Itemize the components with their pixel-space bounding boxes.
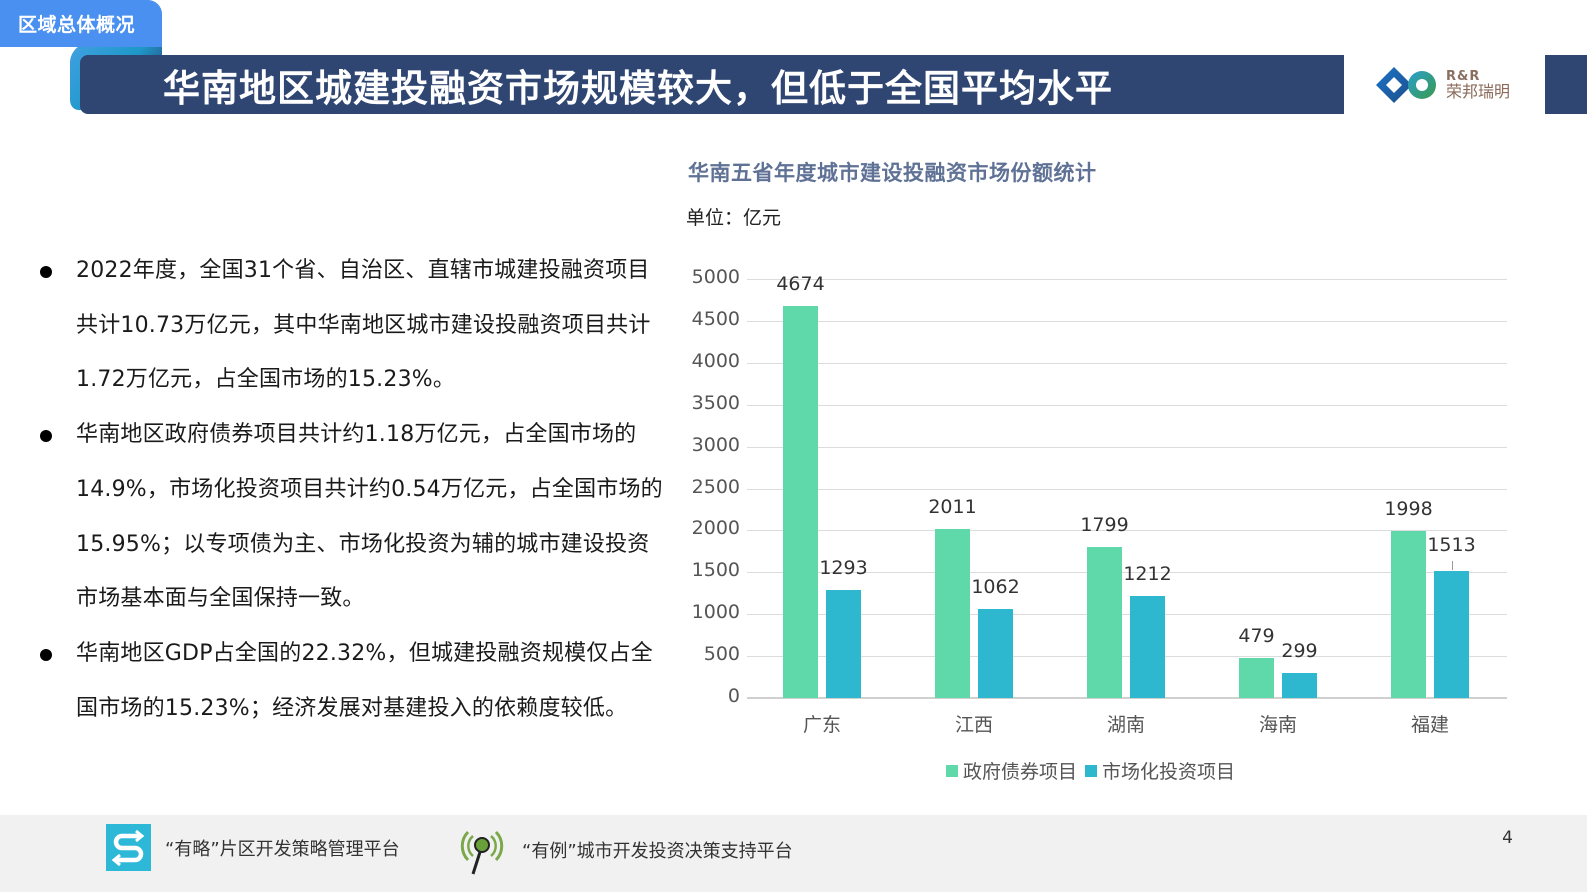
data-label: 299	[1281, 639, 1318, 662]
bullet-text: 华南地区政府债券项目共计约1.18万亿元，占全国市场的14.9%，市场化投资项目…	[76, 422, 663, 612]
x-category-label: 湖南	[1106, 714, 1145, 736]
bullet-item: 2022年度，全国31个省、自治区、直辖市城建投融资项目共计10.73万亿元，其…	[40, 244, 670, 408]
bar-market-invest	[1282, 672, 1317, 698]
data-label: 479	[1238, 624, 1275, 647]
data-label: 2011	[928, 496, 977, 519]
x-category-label: 福建	[1410, 714, 1449, 736]
x-axis-line	[747, 697, 1507, 699]
title-accent-decoration	[1545, 55, 1587, 114]
y-tick-label: 4500	[691, 307, 740, 330]
logo-en-text: R&R	[1446, 69, 1481, 84]
chart-legend: 政府债券项目 市场化投资项目	[946, 757, 1243, 784]
logo-mark-icon	[1376, 67, 1436, 103]
company-logo: R&R 荣邦瑞明	[1374, 62, 1524, 108]
page-number: 4	[1502, 828, 1513, 848]
data-label: 1212	[1123, 563, 1172, 586]
bar-gov-bond	[783, 306, 818, 698]
footer-platform-2[interactable]: “有例”城市开发投资决策支持平台	[460, 824, 793, 876]
data-label: 1293	[819, 556, 868, 579]
page-title: 华南地区城建投融资市场规模较大，但低于全国平均水平	[80, 55, 1344, 114]
legend-item-series-1: 政府债券项目	[946, 757, 1077, 784]
footer-platform-2-label: “有例”城市开发投资决策支持平台	[522, 841, 793, 862]
data-label: 4674	[776, 273, 825, 296]
bar-gov-bond	[935, 529, 970, 698]
bullet-text: 2022年度，全国31个省、自治区、直辖市城建投融资项目共计10.73万亿元，其…	[76, 258, 651, 393]
bullet-item: 华南地区GDP占全国的22.32%，但城建投融资规模仅占全国市场的15.23%；…	[40, 627, 670, 736]
legend-swatch-icon	[946, 764, 958, 777]
gridline	[747, 279, 1507, 280]
chart-unit-label: 单位：亿元	[686, 207, 782, 229]
bullet-dot-icon	[40, 266, 52, 278]
legend-item-series-2: 市场化投资项目	[1085, 757, 1235, 784]
y-tick-label: 1500	[691, 559, 740, 582]
y-tick-label: 2000	[691, 517, 740, 540]
bar-market-invest	[978, 609, 1013, 698]
label-leader-line	[1451, 561, 1453, 571]
bar-gov-bond	[1391, 530, 1426, 698]
gridline	[747, 488, 1507, 490]
gridline	[747, 320, 1507, 322]
legend-label: 市场化投资项目	[1102, 761, 1236, 783]
gridline	[747, 572, 1507, 574]
x-category-label: 海南	[1258, 714, 1297, 736]
bullet-text: 华南地区GDP占全国的22.32%，但城建投融资规模仅占全国市场的15.23%；…	[76, 640, 653, 721]
y-tick-label: 0	[727, 685, 740, 707]
y-tick-label: 3500	[691, 391, 740, 414]
y-tick-label: 4000	[691, 349, 740, 372]
bar-chart: 政府债券项目 市场化投资项目 0 500 1000 1500 2000 2500 3000 3…	[680, 260, 1520, 800]
y-tick-label: 5000	[691, 266, 740, 288]
bar-gov-bond	[1239, 657, 1274, 698]
footer: “有略”片区开发策略管理平台 “有例”城市开发投资决策支持平台 4	[0, 815, 1587, 892]
platform-s-logo-icon	[106, 824, 151, 871]
gridline	[747, 404, 1507, 406]
bar-gov-bond	[1087, 547, 1122, 698]
bar-market-invest	[1130, 596, 1165, 698]
data-label: 1062	[971, 576, 1020, 598]
section-tag: 区域总体概况	[0, 0, 162, 47]
bullet-item: 华南地区政府债券项目共计约1.18万亿元，占全国市场的14.9%，市场化投资项目…	[40, 408, 670, 627]
data-label: 1799	[1080, 514, 1129, 537]
y-tick-label: 3000	[691, 433, 740, 456]
data-label: 1998	[1384, 497, 1433, 520]
y-tick-label: 500	[703, 643, 740, 666]
footer-platform-1[interactable]: “有略”片区开发策略管理平台	[106, 824, 400, 871]
chart-title: 华南五省年度城市建设投融资市场份额统计	[688, 161, 1097, 185]
data-label: 1513	[1427, 534, 1476, 557]
gridline	[747, 446, 1507, 448]
gridline	[747, 656, 1507, 658]
legend-swatch-icon	[1085, 764, 1098, 777]
bar-market-invest	[1434, 571, 1469, 698]
gridline	[747, 530, 1507, 532]
gridline	[747, 614, 1507, 616]
logo-cn-text: 荣邦瑞明	[1446, 82, 1511, 101]
legend-label: 政府债券项目	[963, 761, 1078, 783]
bullet-dot-icon	[40, 648, 52, 661]
footer-platform-1-label: “有略”片区开发策略管理平台	[165, 838, 400, 860]
gridline	[747, 362, 1507, 364]
platform-signal-logo-icon	[460, 830, 504, 875]
bar-market-invest	[826, 589, 861, 698]
bullet-dot-icon	[40, 430, 52, 443]
x-category-label: 江西	[954, 714, 993, 736]
summary-bullets: 2022年度，全国31个省、自治区、直辖市城建投融资项目共计10.73万亿元，其…	[40, 244, 670, 736]
y-tick-label: 1000	[691, 601, 740, 624]
x-category-label: 广东	[802, 714, 841, 736]
y-tick-label: 2500	[691, 475, 740, 498]
